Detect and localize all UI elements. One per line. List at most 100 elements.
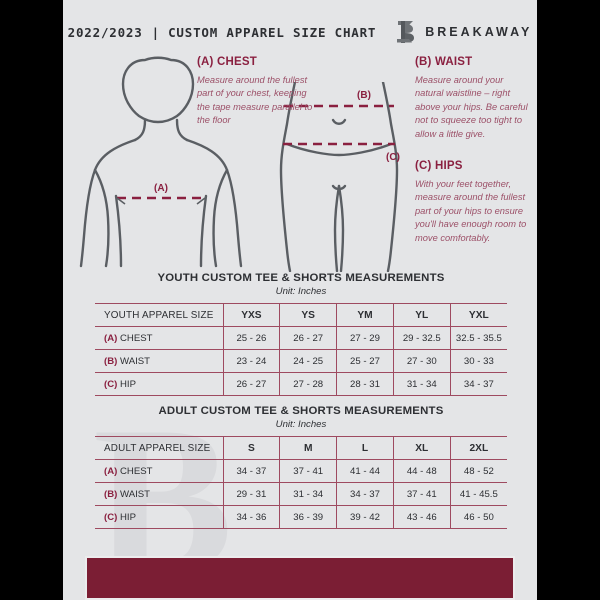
caption-waist: (B) WAIST Measure around your natural wa… [415, 56, 533, 141]
youth-row-2-label: (C) HIP [95, 372, 223, 396]
hip-measure-label: (C) [386, 152, 400, 163]
waist-measure-label: (B) [357, 90, 371, 101]
youth-r1-c2: 25 - 27 [336, 349, 394, 373]
youth-r0-c0: 25 - 26 [222, 326, 280, 350]
youth-table-title: YOUTH CUSTOM TEE & SHORTS MEASUREMENTS [157, 272, 445, 284]
row-tag: (C) [104, 511, 118, 523]
breakaway-b-monogram-icon [397, 21, 415, 43]
brand-lockup: BREAKAWAY [394, 19, 532, 45]
adult-row-2-label: (C) HIP [95, 505, 223, 529]
row-name: WAIST [120, 355, 151, 367]
youth-table-block: YOUTH CUSTOM TEE & SHORTS MEASUREMENTS U… [95, 272, 507, 396]
youth-r1-c4: 30 - 33 [449, 349, 507, 373]
adult-r1-c1: 31 - 34 [279, 482, 337, 506]
adult-r2-c4: 46 - 50 [449, 505, 507, 529]
row-tag: (A) [104, 332, 118, 344]
adult-r1-c4: 41 - 45.5 [449, 482, 507, 506]
table-row: (A) CHEST 25 - 26 26 - 27 27 - 29 29 - 3… [95, 326, 507, 350]
caption-chest-heading: (A) CHEST [197, 56, 257, 68]
row-tag: (B) [104, 488, 118, 500]
adult-r1-c2: 34 - 37 [336, 482, 394, 506]
adult-r0-c4: 48 - 52 [449, 459, 507, 483]
youth-r1-c3: 27 - 30 [392, 349, 451, 373]
youth-r2-c4: 34 - 37 [449, 372, 507, 396]
caption-hips: (C) HIPS With your feet together, measur… [415, 160, 535, 245]
youth-r2-c1: 27 - 28 [279, 372, 337, 396]
adult-row-1-label: (B) WAIST [95, 482, 223, 506]
adult-size-table: ADULT APPAREL SIZE S M L XL 2XL (A) CHES… [95, 436, 507, 529]
header-separator: | [151, 24, 160, 40]
table-row: (B) WAIST 23 - 24 24 - 25 25 - 27 27 - 3… [95, 349, 507, 373]
adult-row-0-label: (A) CHEST [95, 459, 223, 483]
row-tag: (B) [104, 355, 118, 367]
header-season: 2022/2023 [67, 24, 143, 40]
adult-r1-c0: 29 - 31 [222, 482, 280, 506]
table-row: (C) HIP 26 - 27 27 - 28 28 - 31 31 - 34 … [95, 372, 507, 396]
youth-r1-c1: 24 - 25 [279, 349, 337, 373]
row-name: HIP [120, 378, 136, 390]
table-header-row: ADULT APPAREL SIZE S M L XL 2XL [95, 436, 507, 460]
caption-chest: (A) CHEST Measure around the fullest par… [197, 56, 317, 128]
bottom-accent-bar [85, 556, 515, 600]
caption-waist-heading: (B) WAIST [415, 56, 473, 68]
table-header-row: YOUTH APPAREL SIZE YXS YS YM YL YXL [95, 303, 507, 327]
youth-r0-c4: 32.5 - 35.5 [449, 326, 507, 350]
adult-col-0: S [222, 436, 280, 460]
youth-row-0-label: (A) CHEST [95, 326, 223, 350]
adult-table-title: ADULT CUSTOM TEE & SHORTS MEASUREMENTS [158, 405, 444, 417]
row-name: CHEST [120, 332, 153, 344]
caption-hips-heading: (C) HIPS [415, 160, 463, 172]
adult-col-1: M [279, 436, 337, 460]
adult-r2-c3: 43 - 46 [392, 505, 451, 529]
row-tag: (C) [104, 378, 118, 390]
adult-col-3: XL [392, 436, 451, 460]
adult-r1-c3: 37 - 41 [392, 482, 451, 506]
adult-r0-c1: 37 - 41 [279, 459, 337, 483]
youth-row-header: YOUTH APPAREL SIZE [95, 303, 223, 327]
page-header: 2022/2023 | CUSTOM APPAREL SIZE CHART BR… [63, 18, 537, 46]
caption-hips-body: With your feet together, measure around … [415, 179, 527, 243]
adult-r0-c0: 34 - 37 [222, 459, 280, 483]
adult-row-header: ADULT APPAREL SIZE [95, 436, 223, 460]
youth-r0-c3: 29 - 32.5 [392, 326, 451, 350]
youth-col-2: YM [336, 303, 394, 327]
youth-col-3: YL [392, 303, 451, 327]
row-name: WAIST [120, 488, 151, 500]
youth-r2-c0: 26 - 27 [222, 372, 280, 396]
youth-col-0: YXS [222, 303, 280, 327]
table-row: (A) CHEST 34 - 37 37 - 41 41 - 44 44 - 4… [95, 459, 507, 483]
table-row: (B) WAIST 29 - 31 31 - 34 34 - 37 37 - 4… [95, 482, 507, 506]
chest-measure-label: (A) [154, 183, 168, 194]
size-chart-page: B 2022/2023 | CUSTOM APPAREL SIZE CHART … [63, 0, 537, 600]
youth-row-1-label: (B) WAIST [95, 349, 223, 373]
caption-waist-body: Measure around your natural waistline – … [415, 75, 528, 139]
upper-body-figure: (A) [79, 56, 243, 268]
youth-r0-c2: 27 - 29 [336, 326, 394, 350]
youth-col-1: YS [279, 303, 337, 327]
brand-name: BREAKAWAY [425, 25, 533, 39]
page-title: CUSTOM APPAREL SIZE CHART [168, 24, 377, 40]
measurement-diagram: (A) (B) (C) (A) CHEST Measure around the… [63, 50, 537, 275]
adult-r2-c2: 39 - 42 [336, 505, 394, 529]
row-tag: (A) [104, 465, 118, 477]
table-row: (C) HIP 34 - 36 36 - 39 39 - 42 43 - 46 … [95, 505, 507, 529]
adult-table-unit: Unit: Inches [275, 419, 327, 430]
youth-col-4: YXL [449, 303, 507, 327]
youth-r1-c0: 23 - 24 [222, 349, 280, 373]
adult-r2-c0: 34 - 36 [222, 505, 280, 529]
adult-col-2: L [336, 436, 394, 460]
adult-r2-c1: 36 - 39 [279, 505, 337, 529]
adult-col-4: 2XL [449, 436, 507, 460]
youth-r2-c3: 31 - 34 [392, 372, 451, 396]
adult-r0-c3: 44 - 48 [392, 459, 451, 483]
adult-table-block: ADULT CUSTOM TEE & SHORTS MEASUREMENTS U… [95, 405, 507, 529]
youth-r0-c1: 26 - 27 [279, 326, 337, 350]
lower-body-figure: (B) (C) [279, 82, 400, 272]
youth-r2-c2: 28 - 31 [336, 372, 394, 396]
row-name: CHEST [120, 465, 153, 477]
adult-r0-c2: 41 - 44 [336, 459, 394, 483]
caption-chest-body: Measure around the fullest part of your … [197, 75, 313, 126]
youth-table-unit: Unit: Inches [275, 286, 327, 297]
row-name: HIP [120, 511, 136, 523]
youth-size-table: YOUTH APPAREL SIZE YXS YS YM YL YXL (A) … [95, 303, 507, 396]
